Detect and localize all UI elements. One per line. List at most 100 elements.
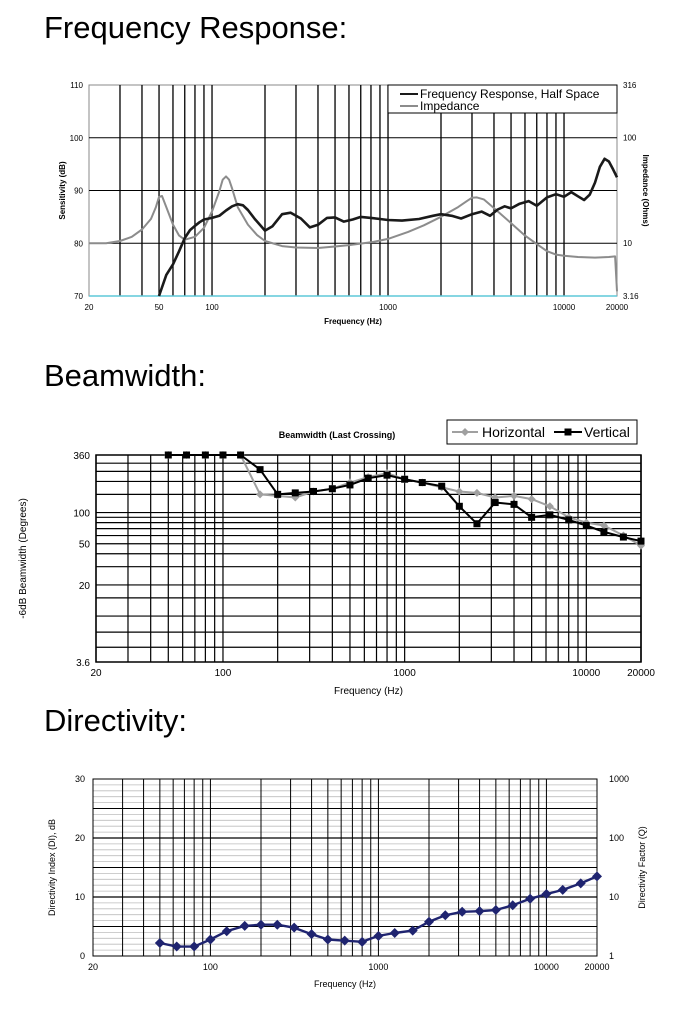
directivity-point bbox=[541, 889, 552, 900]
x-tick-label: 20000 bbox=[606, 303, 629, 312]
chart-title: Beamwidth (Last Crossing) bbox=[279, 430, 396, 440]
x-axis-label: Frequency (Hz) bbox=[334, 686, 403, 697]
y-tick-label: 80 bbox=[74, 239, 83, 248]
x-axis-label: Frequency (Hz) bbox=[324, 317, 382, 326]
x-tick-label: 20 bbox=[85, 303, 94, 312]
y2-tick-label: 10 bbox=[623, 239, 632, 248]
vertical-point bbox=[346, 481, 354, 489]
legend-label-impedance: Impedance bbox=[420, 99, 480, 113]
vertical-point bbox=[438, 482, 446, 490]
directivity-point bbox=[221, 926, 232, 937]
horizontal-point bbox=[545, 502, 554, 511]
legend-label-horizontal: Horizontal bbox=[482, 424, 545, 440]
directivity-point bbox=[557, 884, 568, 895]
y2-tick-label: 1 bbox=[609, 951, 614, 961]
horizontal-point bbox=[472, 488, 481, 497]
y-axis-label: Sensitivity (dB) bbox=[58, 161, 67, 220]
directivity-heading: Directivity: bbox=[44, 703, 187, 738]
y2-tick-label: 100 bbox=[623, 134, 637, 143]
directivity-point bbox=[357, 936, 368, 947]
legend-box bbox=[446, 419, 638, 445]
y2-tick-label: 316 bbox=[623, 81, 637, 90]
directivity-point bbox=[306, 929, 317, 940]
vertical-point bbox=[401, 475, 409, 483]
vertical-point bbox=[582, 522, 590, 530]
vertical-point bbox=[546, 511, 554, 519]
x-tick-label: 100 bbox=[215, 668, 232, 679]
directivity-point bbox=[457, 906, 468, 917]
directivity-point bbox=[424, 916, 434, 927]
directivity-chart: 0 10 20 30 1 10 100 1000 20 100 1000 10000 20000 Freq… bbox=[47, 774, 647, 989]
horizontal-point bbox=[256, 490, 265, 499]
directivity-point bbox=[171, 941, 182, 952]
horizontal-point bbox=[527, 495, 536, 504]
y-tick-label: 30 bbox=[75, 774, 85, 784]
horizontal-point bbox=[599, 521, 608, 530]
y-axis-label: -6dB Beamwidth (Degrees) bbox=[18, 498, 29, 619]
x-tick-label: 10000 bbox=[534, 962, 559, 972]
horizontal-point bbox=[455, 487, 464, 496]
directivity-point bbox=[289, 922, 300, 933]
vertical-point bbox=[256, 466, 264, 474]
directivity-point bbox=[189, 941, 200, 952]
x-tick-label: 1000 bbox=[394, 668, 417, 679]
x-tick-label: 100 bbox=[203, 962, 218, 972]
x-tick-label: 10000 bbox=[553, 303, 576, 312]
vertical-point bbox=[291, 489, 299, 497]
legend-box bbox=[387, 84, 618, 114]
x-tick-label: 20000 bbox=[584, 962, 609, 972]
directivity-point bbox=[256, 919, 266, 930]
y-tick-label: 100 bbox=[73, 509, 90, 520]
y-tick-label: 20 bbox=[79, 581, 91, 592]
directivity-point bbox=[389, 927, 400, 938]
y-tick-label: 90 bbox=[74, 187, 83, 196]
y-tick-label: 20 bbox=[75, 833, 85, 843]
vertical-point bbox=[565, 516, 573, 524]
directivity-point bbox=[339, 935, 350, 946]
x-tick-label: 10000 bbox=[572, 668, 600, 679]
vertical-point bbox=[510, 500, 518, 508]
directivity-point bbox=[507, 900, 518, 911]
y2-tick-label: 1000 bbox=[609, 774, 629, 784]
y-tick-label: 110 bbox=[70, 81, 83, 90]
y-tick-label: 100 bbox=[70, 134, 84, 143]
y-tick-label: 10 bbox=[75, 892, 85, 902]
directivity-point bbox=[373, 930, 384, 941]
vertical-point bbox=[455, 502, 463, 510]
vertical-point bbox=[473, 520, 481, 528]
legend-marker-vertical bbox=[564, 428, 572, 436]
directivity-point bbox=[154, 938, 165, 949]
y2-axis-label: Impedance (Ohms) bbox=[641, 154, 650, 226]
vertical-point bbox=[219, 451, 227, 459]
vertical-point bbox=[364, 474, 372, 482]
directivity-point bbox=[440, 910, 451, 921]
vertical-point bbox=[637, 537, 645, 545]
y2-tick-label: 3.16 bbox=[623, 292, 639, 301]
vertical-point bbox=[328, 485, 336, 493]
vertical-point bbox=[274, 490, 282, 498]
x-axis-label: Frequency (Hz) bbox=[314, 979, 376, 989]
vertical-point bbox=[383, 471, 391, 479]
y-axis-label: Directivity Index (DI), dB bbox=[47, 819, 57, 916]
legend-label-frequency-response: Frequency Response, Half Space bbox=[420, 87, 600, 101]
beamwidth-chart: Beamwidth (Last Crossing) Horizontal Verti… bbox=[18, 419, 655, 697]
vertical-point bbox=[418, 479, 426, 487]
directivity-point bbox=[322, 934, 333, 945]
x-tick-label: 1000 bbox=[368, 962, 388, 972]
vertical-point bbox=[237, 451, 245, 459]
directivity-point bbox=[407, 925, 418, 936]
directivity-point bbox=[239, 920, 250, 931]
vertical-point bbox=[619, 533, 627, 541]
vertical-point bbox=[528, 513, 536, 521]
x-tick-label: 1000 bbox=[379, 303, 397, 312]
x-tick-label: 50 bbox=[155, 303, 164, 312]
beamwidth-heading: Beamwidth: bbox=[44, 358, 206, 393]
horizontal-point bbox=[491, 493, 500, 502]
frequency-response-line bbox=[157, 157, 619, 297]
legend-marker-horizontal bbox=[461, 428, 469, 436]
x-tick-label: 20000 bbox=[627, 668, 655, 679]
directivity-point bbox=[592, 871, 602, 882]
x-tick-label: 20 bbox=[88, 962, 98, 972]
directivity-point bbox=[575, 878, 586, 889]
